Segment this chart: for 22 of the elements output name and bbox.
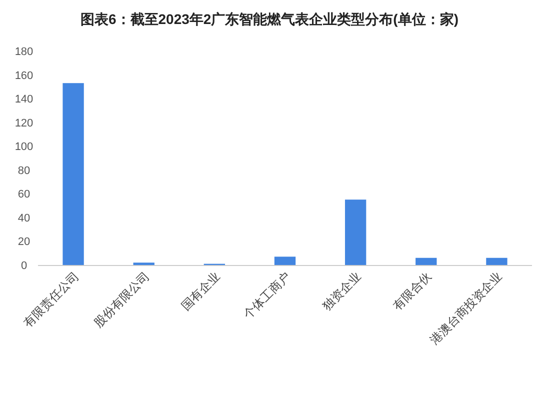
- y-tick-label: 0: [20, 260, 28, 272]
- bar: [62, 83, 84, 265]
- bar: [344, 200, 366, 265]
- y-tick-label: 80: [18, 164, 30, 177]
- y-tick-label: 140: [14, 94, 34, 106]
- x-tick-label: 有限合伙: [390, 269, 434, 314]
- bar: [274, 256, 296, 265]
- y-tick-label: 100: [14, 141, 34, 154]
- x-tick-label: 个体工商户: [240, 269, 294, 322]
- x-tick-label: 国有企业: [178, 269, 223, 314]
- y-tick-label: 40: [18, 212, 30, 224]
- y-tick-label: 180: [14, 46, 34, 58]
- y-tick-label: 120: [14, 117, 34, 130]
- x-tick-label: 有限责任公司: [20, 269, 82, 330]
- bar: [416, 258, 437, 265]
- y-tick-label: 160: [14, 70, 34, 82]
- x-tick-label: 股份有限公司: [91, 269, 152, 330]
- y-tick-label: 20: [18, 236, 30, 248]
- y-tick-label: 60: [18, 188, 30, 201]
- bar: [486, 258, 508, 265]
- chart-title: 图表6：截至2023年2广东智能燃气表企业类型分布(单位：家): [80, 11, 459, 27]
- x-tick-label: 独资企业: [320, 269, 364, 314]
